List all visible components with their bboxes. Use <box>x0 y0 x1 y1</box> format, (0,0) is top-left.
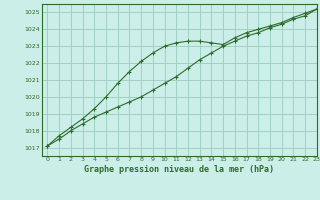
X-axis label: Graphe pression niveau de la mer (hPa): Graphe pression niveau de la mer (hPa) <box>84 165 274 174</box>
